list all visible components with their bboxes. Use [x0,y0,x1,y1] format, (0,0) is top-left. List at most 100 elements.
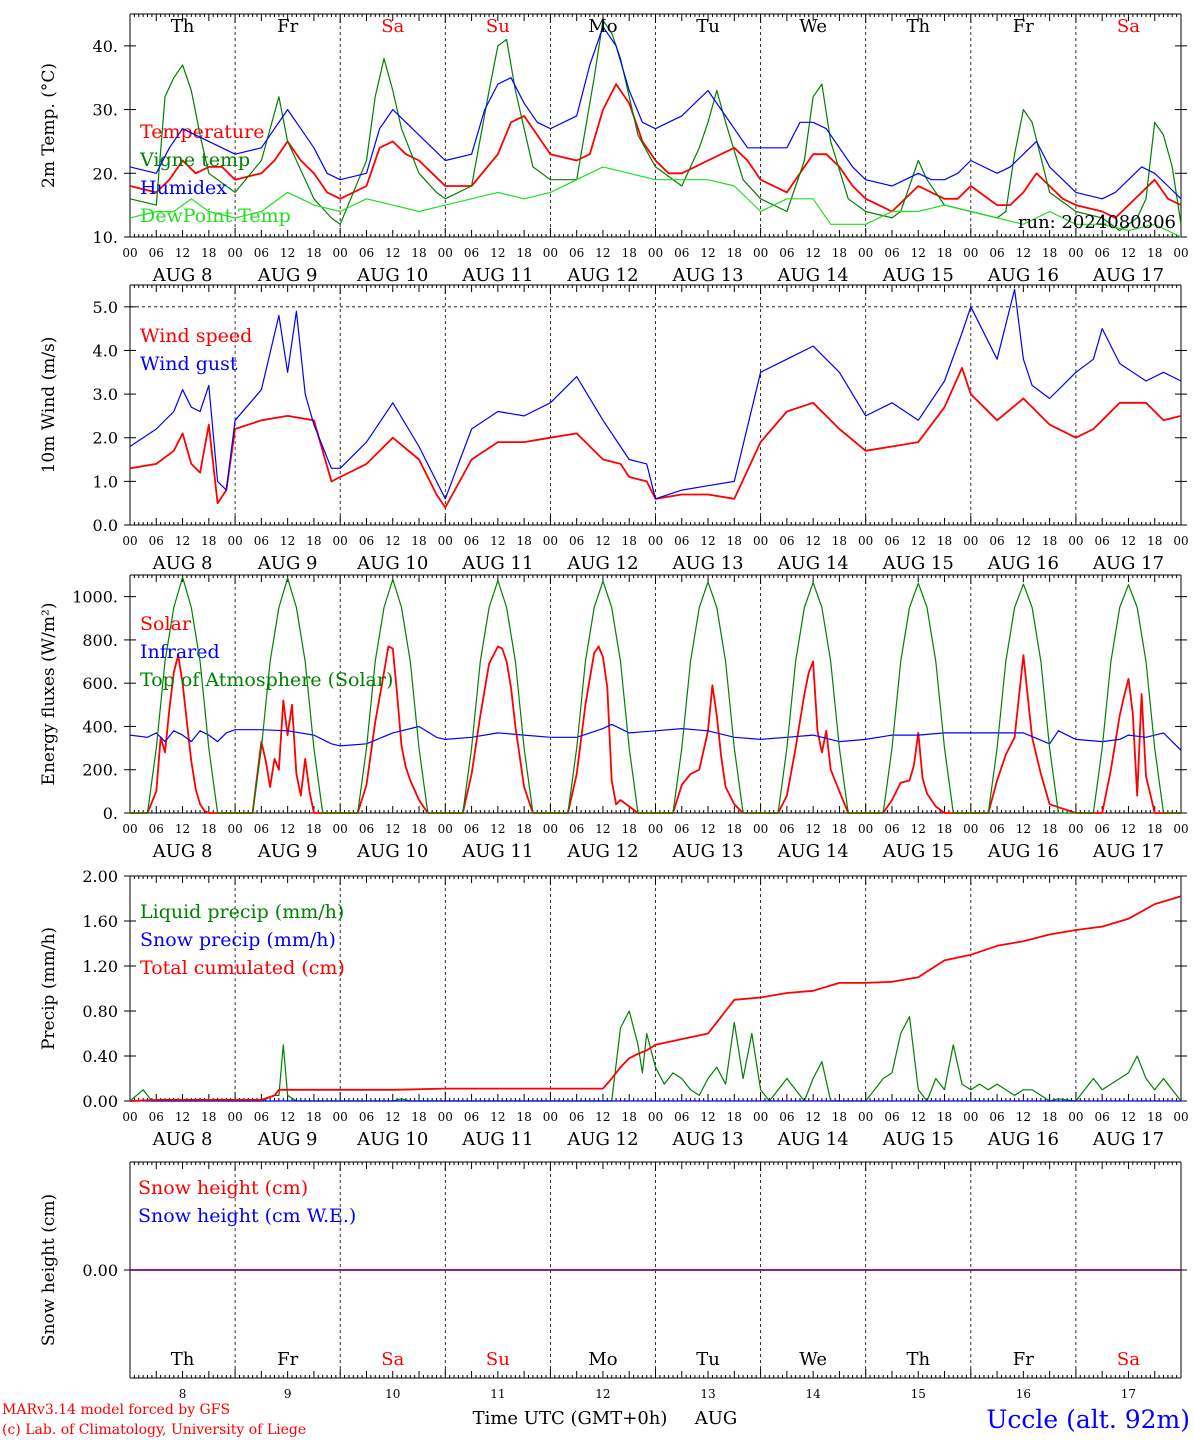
hour-tick-label: 12 [385,822,400,836]
day-number-label: 11 [490,1387,505,1401]
y-tick-label: 0.40 [82,1047,118,1066]
y-tick-label: 0.00 [82,1092,118,1111]
date-label: AUG 16 [987,265,1059,286]
hour-tick-label: 06 [359,822,374,836]
hour-tick-label: 06 [464,1110,479,1124]
hour-tick-label: 00 [858,534,873,548]
date-label: AUG 8 [152,265,213,286]
hour-tick-label: 18 [1147,534,1162,548]
series-line [129,26,1182,200]
hour-tick-label: 00 [753,534,768,548]
hour-tick-label: 06 [884,534,899,548]
hour-tick-label: 06 [254,534,269,548]
date-label: AUG 12 [566,553,638,574]
hour-tick-label: 00 [438,246,453,260]
hour-tick-label: 12 [806,246,821,260]
day-number-label: 17 [1121,1387,1136,1401]
legend-entry: Snow height (cm) [138,1177,308,1199]
hour-tick-label: 00 [227,1110,242,1124]
hour-tick-label: 18 [937,1110,952,1124]
hour-tick-label: 00 [858,822,873,836]
hour-tick-label: 12 [1016,246,1031,260]
date-label: AUG 10 [356,553,428,574]
date-label: AUG 13 [671,1129,743,1150]
weekday-label: Mo [588,16,617,37]
hour-tick-label: 00 [122,246,137,260]
hour-tick-label: 00 [963,246,978,260]
hour-tick-label: 06 [359,1110,374,1124]
hour-tick-label: 06 [569,822,584,836]
date-label: AUG 15 [882,1129,954,1150]
hour-tick-label: 00 [858,246,873,260]
date-label: AUG 16 [987,841,1059,862]
hour-tick-label: 12 [595,1110,610,1124]
hour-tick-label: 12 [806,822,821,836]
hour-tick-label: 18 [937,534,952,548]
hour-tick-label: 06 [1095,534,1110,548]
hour-tick-label: 06 [359,246,374,260]
hour-tick-label: 00 [227,246,242,260]
hour-tick-label: 06 [989,246,1004,260]
hour-tick-label: 00 [648,246,663,260]
lab-credit: (c) Lab. of Climatology, University of L… [2,1422,307,1438]
series-line [129,895,1182,1102]
y-tick-label: 0.80 [82,1002,118,1021]
date-label: AUG 11 [461,265,533,286]
date-label: AUG 9 [257,841,318,862]
legend-entry: Vigne temp [139,149,250,171]
hour-tick-label: 12 [490,246,505,260]
weekday-label: Fr [277,1349,298,1370]
hour-tick-label: 00 [122,534,137,548]
day-number-label: 15 [911,1387,926,1401]
hour-tick-label: 06 [779,822,794,836]
hour-tick-label: 00 [1068,822,1083,836]
hour-tick-label: 00 [122,822,137,836]
day-number-label: 8 [179,1387,187,1401]
hour-tick-label: 06 [149,1110,164,1124]
y-tick-label: 2.0 [93,429,118,448]
legend-entry: Total cumulated (cm) [140,957,345,979]
hour-tick-label: 18 [201,534,216,548]
hour-tick-label: 00 [1173,822,1188,836]
y-axis-label: Precip (mm/h) [39,927,59,1050]
hour-tick-label: 12 [385,246,400,260]
date-label: AUG 14 [777,841,849,862]
hour-tick-label: 18 [306,246,321,260]
hour-tick-label: 00 [963,822,978,836]
hour-tick-label: 00 [1173,246,1188,260]
hour-tick-label: 00 [333,822,348,836]
hour-tick-label: 12 [595,246,610,260]
hour-tick-label: 12 [1121,822,1136,836]
y-tick-label: 400. [82,717,118,736]
series-line [129,366,1182,509]
hour-tick-label: 18 [1042,1110,1057,1124]
hour-tick-label: 18 [306,822,321,836]
hour-tick-label: 12 [175,1110,190,1124]
series-line [130,576,1181,814]
weekday-label: Th [171,1349,195,1370]
hour-tick-label: 18 [727,1110,742,1124]
date-label: AUG 17 [1092,1129,1164,1150]
hour-tick-label: 12 [385,534,400,548]
hour-tick-label: 18 [201,822,216,836]
hour-tick-label: 06 [1095,822,1110,836]
hour-tick-label: 00 [648,822,663,836]
hour-tick-label: 18 [516,1110,531,1124]
series-line [129,19,1182,232]
hour-tick-label: 00 [122,1110,137,1124]
y-tick-label: 20. [93,164,118,183]
hour-tick-label: 00 [753,246,768,260]
y-tick-label: 1.20 [82,957,118,976]
y-tick-label: 2.00 [82,867,118,886]
hour-tick-label: 06 [989,822,1004,836]
hour-tick-label: 00 [438,822,453,836]
hour-tick-label: 06 [359,534,374,548]
date-label: AUG 8 [152,553,213,574]
hour-tick-label: 18 [937,822,952,836]
hour-tick-label: 18 [622,246,637,260]
weekday-label: Fr [1013,16,1034,37]
hour-tick-label: 00 [438,534,453,548]
date-label: AUG 12 [566,265,638,286]
hour-tick-label: 12 [280,246,295,260]
